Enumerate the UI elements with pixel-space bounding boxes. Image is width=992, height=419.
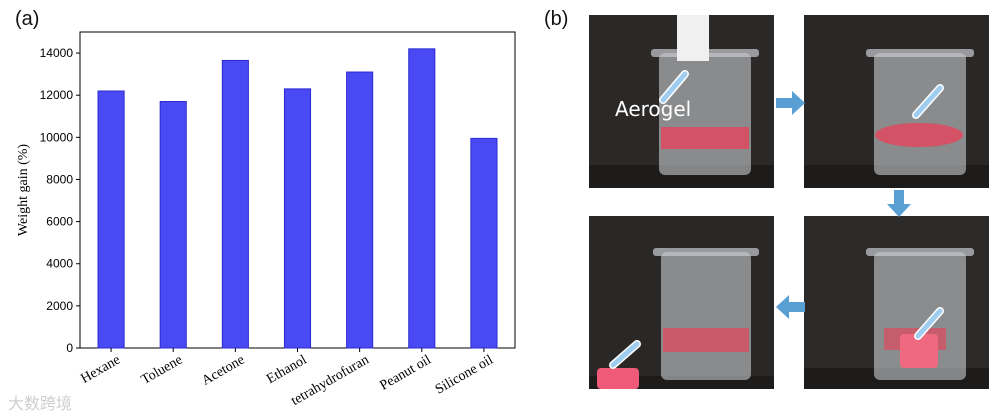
x-tick-label: Ethanol xyxy=(264,352,309,387)
pointer-arrow-icon xyxy=(610,341,640,368)
y-axis-label: Weight gain (%) xyxy=(16,144,31,237)
y-tick-label: 0 xyxy=(66,341,73,355)
watermark-text: 大数跨境 xyxy=(8,394,73,413)
x-tick-label: Acetone xyxy=(199,352,247,388)
bar-ethanol xyxy=(283,88,312,349)
x-tick-label: Silicone oil xyxy=(433,352,496,397)
photo-step-1: Aerogel xyxy=(589,15,774,188)
aerogel-sample xyxy=(677,15,709,61)
y-tick-label: 2000 xyxy=(46,299,73,313)
bar-toluene xyxy=(159,101,187,349)
aerogel-label: Aerogel xyxy=(615,97,692,121)
bar-hexane xyxy=(97,90,125,349)
y-tick-label: 8000 xyxy=(46,172,73,186)
bar-silicone-oil xyxy=(470,137,498,349)
pointer-arrow-icon xyxy=(660,71,688,103)
photo-step-4 xyxy=(589,216,774,389)
aerogel-sample xyxy=(597,368,639,389)
y-tick-label: 10000 xyxy=(40,130,74,144)
weight-gain-bar-chart: 0 2000 4000 6000 8000 10000 12000 14000 Weight g… xyxy=(16,31,516,409)
red-liquid xyxy=(663,328,749,352)
bar-tetrahydrofuran xyxy=(346,71,374,349)
arrow-left-icon xyxy=(776,295,805,319)
red-liquid xyxy=(875,123,963,147)
x-tick-label: Hexane xyxy=(79,352,124,386)
y-tick-label: 12000 xyxy=(40,88,74,102)
bar-acetone xyxy=(221,59,249,349)
bar-peanut-oil xyxy=(408,48,436,349)
aerogel-sample xyxy=(900,334,938,368)
arrow-down-icon xyxy=(887,190,911,217)
y-tick-label: 6000 xyxy=(46,215,73,229)
pointer-arrow-icon xyxy=(915,308,943,339)
arrow-right-icon xyxy=(776,91,805,115)
beaker xyxy=(661,252,751,380)
photo-step-3 xyxy=(804,216,989,389)
panel-label-b: (b) xyxy=(544,8,569,30)
x-tick-label: Toluene xyxy=(139,352,185,387)
red-liquid xyxy=(661,127,749,149)
y-tick-label: 4000 xyxy=(46,257,73,271)
pointer-arrow-icon xyxy=(913,85,943,118)
y-tick-label: 14000 xyxy=(40,46,74,60)
photo-step-2 xyxy=(804,15,989,188)
panel-label-a: (a) xyxy=(15,8,40,30)
x-tick-label: Peanut oil xyxy=(377,352,433,393)
